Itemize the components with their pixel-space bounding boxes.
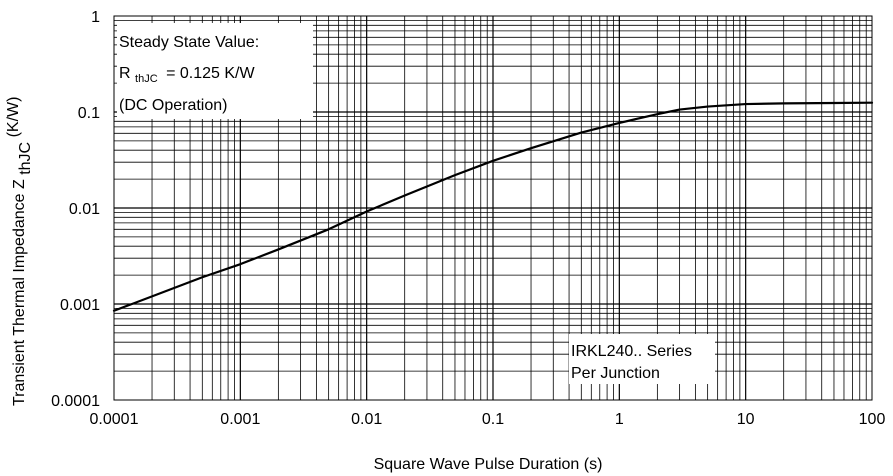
y-axis-title-subscript: thJC <box>17 142 34 175</box>
x-tick-label: 10 <box>737 411 755 428</box>
steady-state-box <box>117 23 313 119</box>
impedance-curve-line <box>112 101 874 312</box>
y-tick-label: 0.001 <box>60 297 100 314</box>
x-tick-label: 100 <box>859 411 886 428</box>
y-axis-title: Transient Thermal Impedance Z thJC (K/W) <box>5 97 34 406</box>
series-name-label: IRKL240.. Series <box>571 343 692 360</box>
rthjc-value: = 0.125 K/W <box>166 65 255 82</box>
x-tick-label: 0.01 <box>351 411 382 428</box>
x-axis-title: Square Wave Pulse Duration (s) <box>374 456 603 473</box>
steady-state-label: Steady State Value: <box>119 34 259 51</box>
impedance-curve-group <box>112 101 874 312</box>
rthjc-subscript: thJC <box>135 73 158 85</box>
series-note-box <box>569 334 715 384</box>
plot-frame <box>113 15 873 401</box>
x-tick-label: 0.0001 <box>90 411 139 428</box>
y-tick-label: 0.1 <box>78 105 100 122</box>
rthjc-symbol: R <box>119 65 131 82</box>
y-tick-labels: 0.0001 0.001 0.01 0.1 1 <box>51 9 100 410</box>
series-note-annotation: IRKL240.. Series Per Junction <box>569 334 715 384</box>
x-tick-label: 0.001 <box>220 411 260 428</box>
y-axis-title-main: Transient Thermal Impedance Z <box>11 179 28 406</box>
x-tick-label: 0.1 <box>482 411 504 428</box>
dc-operation-label: (DC Operation) <box>119 97 227 114</box>
steady-state-annotation: Steady State Value: R thJC = 0.125 K/W (… <box>117 23 313 119</box>
per-junction-label: Per Junction <box>571 365 660 382</box>
y-axis-title-unit: (K/W) <box>5 97 22 138</box>
y-tick-label: 0.0001 <box>51 393 100 410</box>
rthjc-label: R thJC = 0.125 K/W <box>119 65 255 86</box>
y-tick-label: 0.01 <box>69 201 100 218</box>
x-tick-labels: 0.0001 0.001 0.01 0.1 1 10 100 <box>90 411 886 428</box>
y-tick-label: 1 <box>91 9 100 26</box>
x-tick-label: 1 <box>615 411 624 428</box>
